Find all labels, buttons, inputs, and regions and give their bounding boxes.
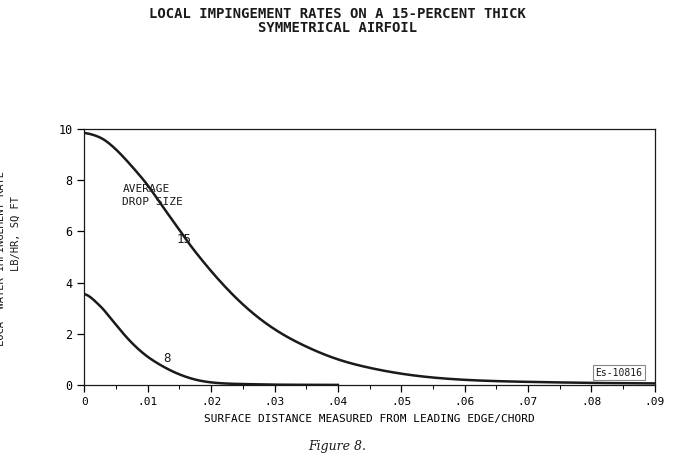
Text: Figure 8.: Figure 8. bbox=[308, 440, 367, 453]
Text: 8: 8 bbox=[163, 352, 171, 366]
Text: SYMMETRICAL AIRFOIL: SYMMETRICAL AIRFOIL bbox=[258, 21, 417, 35]
Text: 15: 15 bbox=[176, 233, 191, 246]
X-axis label: SURFACE DISTANCE MEASURED FROM LEADING EDGE/CHORD: SURFACE DISTANCE MEASURED FROM LEADING E… bbox=[204, 414, 535, 424]
Text: LOCAL IMPINGEMENT RATES ON A 15-PERCENT THICK: LOCAL IMPINGEMENT RATES ON A 15-PERCENT … bbox=[149, 7, 526, 21]
Text: AVERAGE
DROP SIZE: AVERAGE DROP SIZE bbox=[122, 184, 183, 207]
Text: LOCA  WATER IMPINGEMENT RATE
        LB/HR, SQ FT: LOCA WATER IMPINGEMENT RATE LB/HR, SQ FT bbox=[0, 171, 20, 346]
Text: Es-10816: Es-10816 bbox=[595, 368, 642, 378]
